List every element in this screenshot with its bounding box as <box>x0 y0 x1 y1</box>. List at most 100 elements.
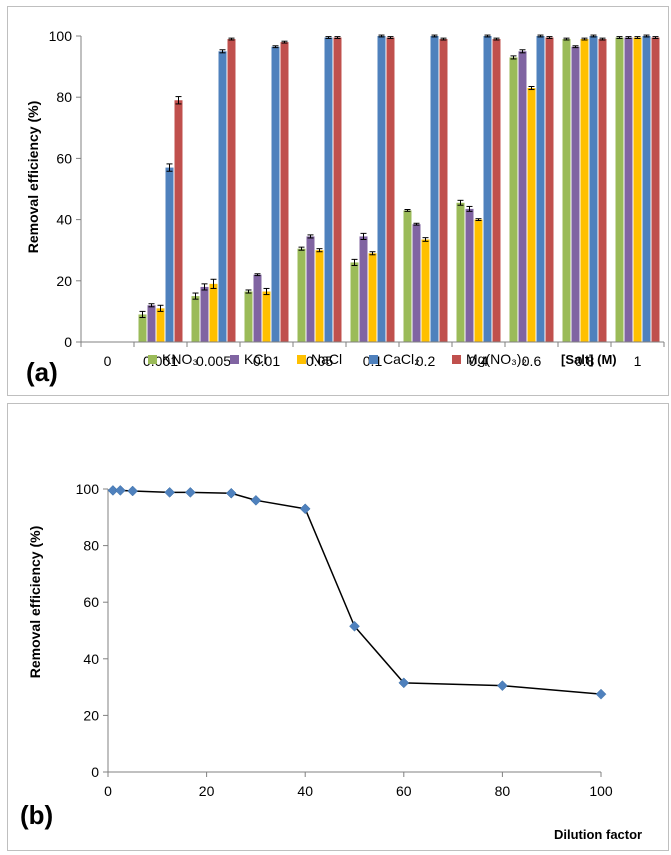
bar <box>545 37 554 342</box>
x-tick-label: 100 <box>589 783 613 799</box>
bar <box>483 36 492 342</box>
x-axis-title: Dilution factor <box>554 827 642 842</box>
bar <box>651 37 660 342</box>
bar <box>306 236 315 342</box>
data-point <box>250 494 262 506</box>
bar <box>147 305 156 342</box>
legend-swatch <box>148 355 157 364</box>
bar <box>227 39 236 343</box>
bar <box>324 37 333 342</box>
bar <box>536 36 545 342</box>
data-point <box>349 620 360 632</box>
bar <box>624 37 633 342</box>
x-tick-label: 0.8 <box>575 353 595 369</box>
axes <box>103 488 602 777</box>
legend-label: NaCl <box>311 351 342 367</box>
bar <box>509 57 518 343</box>
x-tick-label: 0.2 <box>416 353 436 369</box>
bar <box>377 36 386 342</box>
y-tick-label: 80 <box>56 89 72 105</box>
series-line <box>107 485 607 700</box>
bar <box>156 308 165 342</box>
y-axis-title: Removal efficiency (%) <box>27 526 43 679</box>
legend: KNO₃ KCl NaCl CaCl₂ Mg(NO₃)₂ <box>148 351 527 367</box>
bar <box>297 248 306 342</box>
bar <box>350 262 359 342</box>
bar <box>200 286 209 342</box>
x-tick-label: 0 <box>104 353 112 369</box>
bar <box>209 283 218 342</box>
data-point <box>398 677 410 689</box>
data-point <box>184 487 196 498</box>
bar <box>589 36 598 342</box>
bar <box>315 250 324 342</box>
legend-label: Mg(NO₃)₂ <box>466 351 527 367</box>
y-tick-label: 40 <box>56 212 72 228</box>
bar <box>165 167 174 342</box>
bar <box>138 314 147 342</box>
bar <box>262 291 271 342</box>
bar <box>633 37 642 342</box>
bar <box>271 46 280 343</box>
bar <box>642 36 651 342</box>
y-tick-label: 60 <box>56 150 72 166</box>
y-tick-label: 0 <box>64 334 72 350</box>
y-tick-label: 20 <box>56 273 72 289</box>
bar <box>244 291 253 342</box>
legend-swatch <box>369 355 378 364</box>
bar <box>562 39 571 343</box>
bar <box>492 39 501 343</box>
legend-label: KNO₃ <box>162 351 198 367</box>
bar <box>439 39 448 343</box>
bar <box>421 239 430 342</box>
bar-chart-salt: 02040608010000.0010.0050.010.050.10.20.4… <box>25 28 665 387</box>
chart-panel-a: 02040608010000.0010.0050.010.050.10.20.4… <box>7 6 669 396</box>
tick-labels: 0 20 40 60 80 100 0 20 40 60 80 100 <box>76 481 613 799</box>
y-tick-label: 60 <box>83 594 99 610</box>
data-point <box>595 688 607 700</box>
legend-swatch <box>452 355 461 364</box>
y-tick-label: 100 <box>49 28 73 44</box>
x-tick-label: 1 <box>634 353 642 369</box>
bar <box>580 39 589 343</box>
x-axis-title: [Salt] (M) <box>561 352 617 367</box>
bar <box>191 296 200 342</box>
legend-label: KCl <box>244 351 267 367</box>
x-tick-label: 0.05 <box>306 353 333 369</box>
y-tick-label: 100 <box>76 481 100 497</box>
x-tick-label: 0 <box>104 783 112 799</box>
bar <box>359 236 368 342</box>
legend-swatch <box>230 355 239 364</box>
bar <box>598 39 607 343</box>
y-tick-label: 40 <box>83 651 99 667</box>
bar <box>218 51 227 343</box>
series-line <box>112 489 602 695</box>
data-point <box>164 487 175 498</box>
x-tick-label: 40 <box>297 783 313 799</box>
bar <box>571 46 580 343</box>
bar <box>527 88 536 343</box>
y-tick-label: 80 <box>83 538 99 554</box>
bar <box>253 274 262 342</box>
data-point <box>299 503 311 515</box>
x-tick-label: 80 <box>495 783 511 799</box>
bar <box>403 210 412 342</box>
bar <box>333 37 342 342</box>
panel-label-b: (b) <box>20 800 53 830</box>
bar <box>174 100 183 342</box>
data-point <box>107 485 119 496</box>
legend-label: CaCl₂ <box>383 351 420 367</box>
bar <box>386 37 395 342</box>
bar <box>474 219 483 342</box>
axes <box>76 35 665 347</box>
bar <box>430 36 439 342</box>
bar <box>518 51 527 343</box>
x-tick-label: 20 <box>199 783 215 799</box>
bar <box>412 224 421 342</box>
bar <box>465 208 474 342</box>
bar <box>280 42 289 343</box>
bar <box>368 253 377 342</box>
line-chart-dilution: 0 20 40 60 80 100 0 20 40 60 80 100 Removal efficie… <box>20 481 642 842</box>
x-tick-label: 0.01 <box>253 353 280 369</box>
bar <box>456 202 465 342</box>
